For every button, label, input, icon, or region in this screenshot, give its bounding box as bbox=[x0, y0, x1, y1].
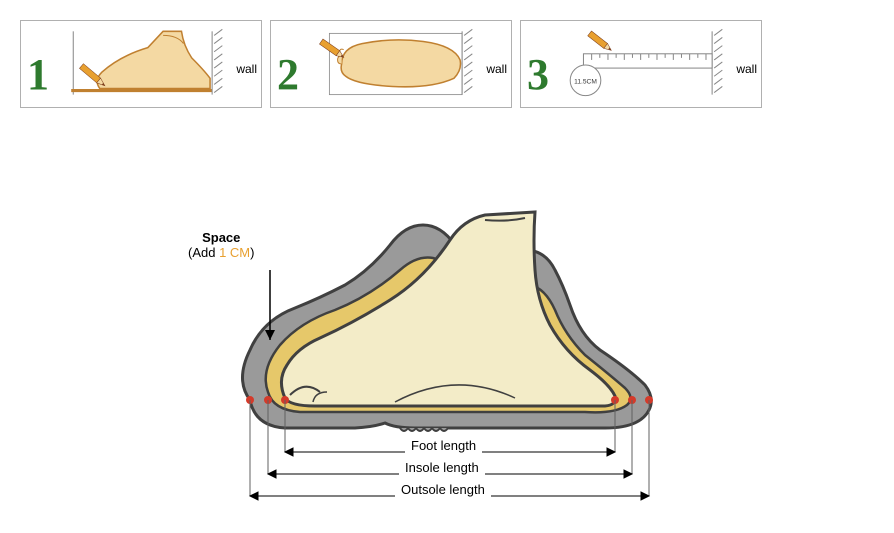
step-2-number: 2 bbox=[277, 49, 299, 100]
steps-row: 1 bbox=[0, 0, 894, 108]
foot-length-label: Foot length bbox=[405, 438, 482, 453]
space-label-text: Space bbox=[202, 230, 240, 245]
space-sub-value: 1 CM bbox=[219, 245, 250, 260]
step-2-wall-label: wall bbox=[486, 62, 507, 76]
step-1-box: 1 bbox=[20, 20, 262, 108]
step-1-inner: wall bbox=[61, 27, 255, 101]
step-1-wall-label: wall bbox=[236, 62, 257, 76]
space-label-block: Space (Add 1 CM) bbox=[188, 230, 254, 260]
space-sub-suffix: ) bbox=[250, 245, 254, 260]
step-3-inner: 11.5CM wall bbox=[561, 27, 755, 101]
circle-value: 11.5CM bbox=[574, 78, 597, 85]
step-3-number: 3 bbox=[527, 49, 549, 100]
step-1-svg bbox=[61, 27, 255, 101]
space-sub-prefix: (Add bbox=[188, 245, 219, 260]
step-2-inner: wall bbox=[311, 27, 505, 101]
outsole-length-label: Outsole length bbox=[395, 482, 491, 497]
tread bbox=[400, 428, 448, 431]
step-1-number: 1 bbox=[27, 49, 49, 100]
step-3-box: 3 bbox=[520, 20, 762, 108]
step-2-box: 2 bbox=[270, 20, 512, 108]
main-diagram: Space (Add 1 CM) bbox=[155, 170, 725, 520]
insole-length-label: Insole length bbox=[399, 460, 485, 475]
step-3-svg: 11.5CM bbox=[561, 27, 755, 101]
step-2-svg bbox=[311, 27, 505, 101]
step-3-wall-label: wall bbox=[736, 62, 757, 76]
